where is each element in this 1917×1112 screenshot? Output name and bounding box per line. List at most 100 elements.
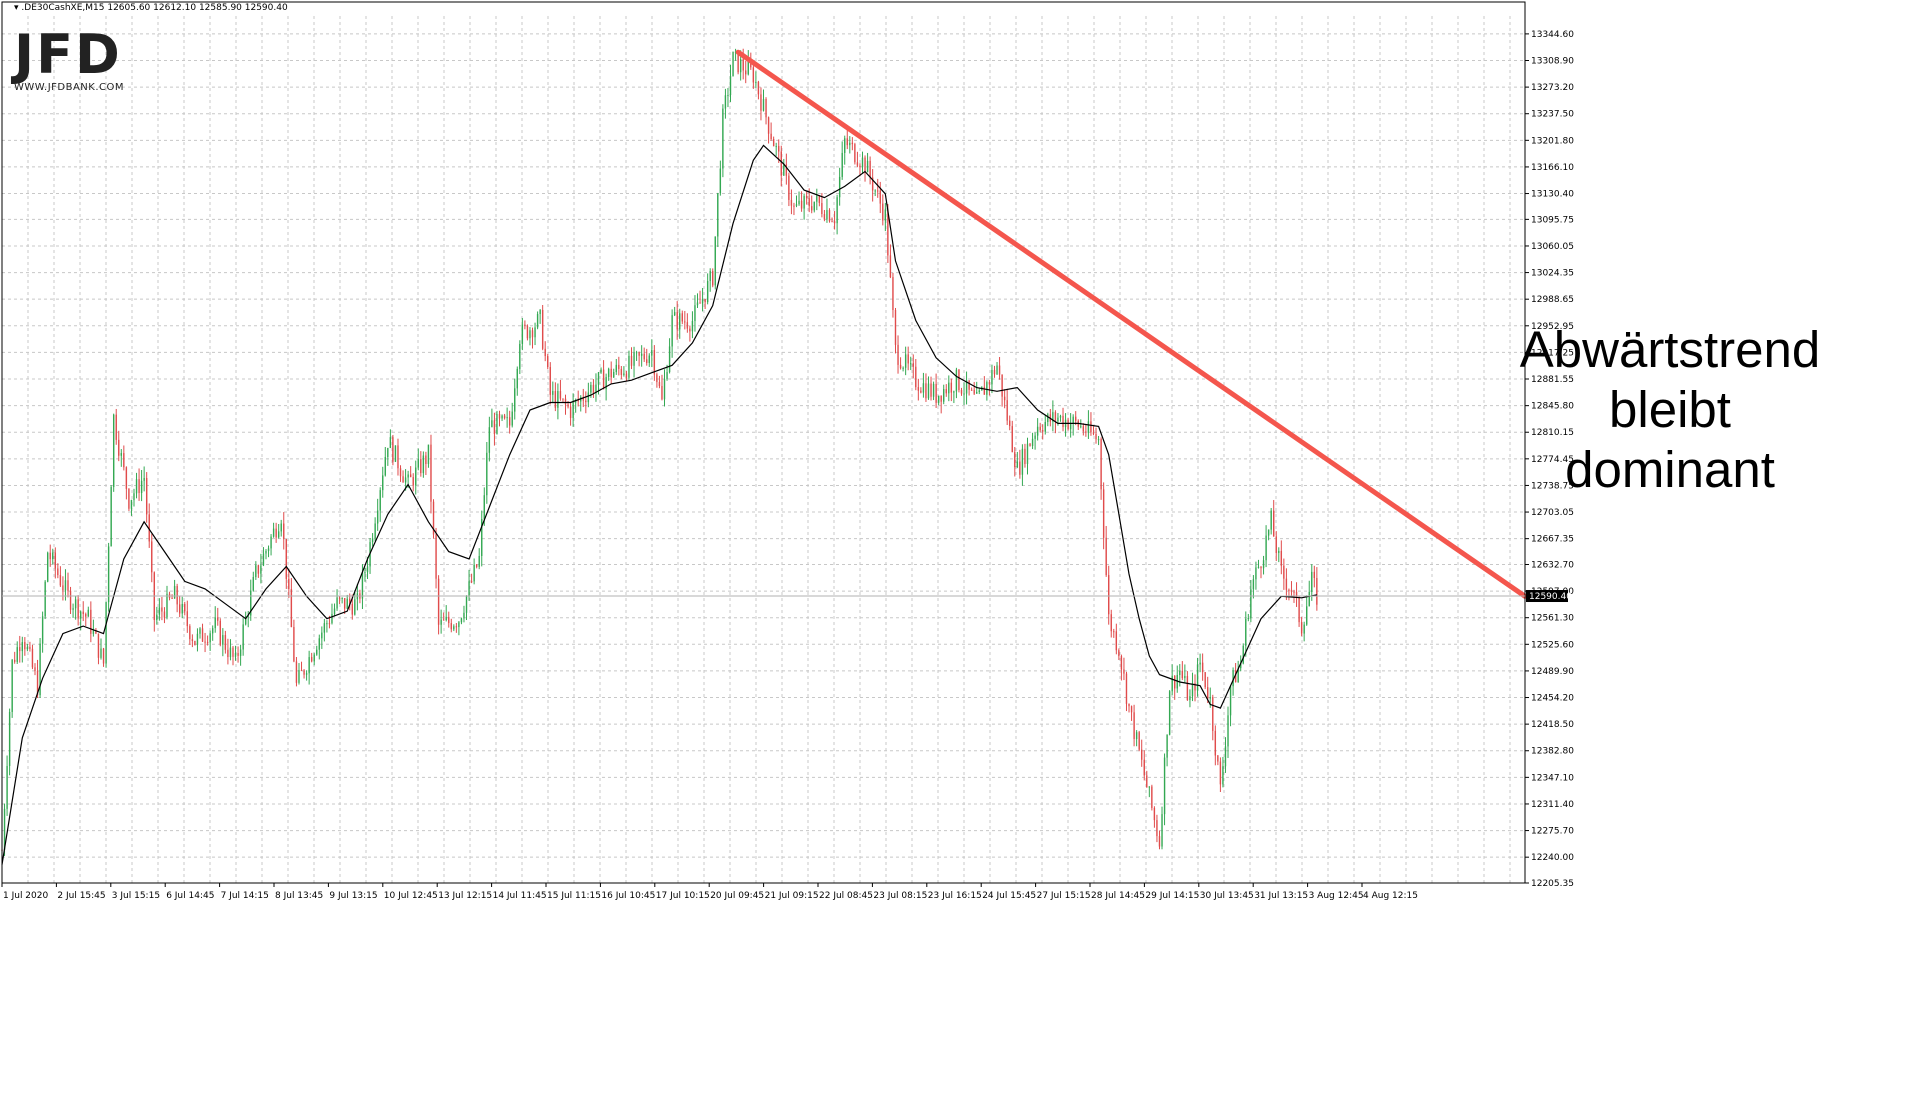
candle-body (704, 299, 706, 303)
candle-body (1102, 489, 1105, 538)
candle-body (920, 390, 922, 393)
candle-body (420, 459, 422, 474)
candle-body (656, 374, 658, 383)
candle-body (521, 324, 524, 344)
candle-body (638, 352, 640, 356)
candle-body (767, 117, 770, 134)
candle-body (6, 765, 8, 809)
candle-body (156, 614, 158, 621)
candle-body (402, 476, 404, 483)
candle-body (882, 203, 884, 221)
candle-body (39, 643, 41, 696)
candle-body (133, 493, 135, 501)
candle-body (998, 365, 1001, 375)
candle-body (793, 205, 795, 207)
candle-body (82, 611, 84, 615)
candle-body (1219, 761, 1222, 785)
candle-body (889, 255, 892, 278)
candles (1, 48, 1318, 856)
x-tick-label: 2 Jul 15:45 (57, 891, 105, 901)
candle-body (252, 576, 254, 591)
current-price-label: 12590.40 (1529, 592, 1572, 602)
candle-body (361, 572, 364, 599)
candle-body (52, 552, 54, 560)
x-tick-label: 21 Jul 09:15 (765, 891, 819, 901)
candle-body (143, 477, 145, 481)
y-tick-label: 12347.10 (1531, 773, 1574, 783)
plot-frame (1, 1, 1526, 884)
candle-body (696, 302, 699, 306)
candle-body (564, 398, 567, 405)
candle-body (478, 555, 480, 567)
candle-body (333, 608, 336, 614)
candle-body (463, 612, 465, 619)
x-tick-label: 24 Jul 15:45 (982, 891, 1036, 901)
candle-body (965, 380, 968, 394)
candle-body (24, 642, 26, 650)
candle-body (1130, 706, 1133, 713)
candle-body (171, 597, 173, 599)
candle-body (107, 546, 110, 603)
x-tick-label: 23 Jul 16:15 (928, 891, 982, 901)
candle-body (734, 51, 737, 53)
candle-body (1029, 443, 1031, 446)
candle-body (679, 313, 681, 330)
x-tick-label: 3 Aug 12:45 (1309, 891, 1364, 901)
candle-body (382, 475, 384, 491)
candle-body (455, 626, 458, 628)
candle-body (811, 206, 813, 211)
y-tick-label: 12454.20 (1531, 694, 1574, 704)
candle-body (1255, 567, 1257, 580)
candle-body (879, 190, 881, 204)
candle-body (689, 328, 691, 332)
candle-body (105, 602, 107, 664)
candle-body (1298, 597, 1300, 623)
candle-body (1128, 703, 1130, 707)
candle-body (755, 81, 757, 83)
candle-body (595, 384, 597, 394)
candle-body (993, 369, 996, 375)
candle-body (752, 67, 755, 83)
dropdown-icon[interactable]: ▾ (14, 3, 19, 13)
candle-body (387, 447, 389, 458)
candle-body (958, 369, 960, 390)
candle-body (856, 162, 859, 166)
logo-mark: JFD (14, 23, 122, 86)
candle-body (1009, 420, 1011, 427)
candle-body (511, 411, 513, 426)
candle-body (493, 420, 496, 434)
candle-body (795, 204, 798, 206)
candle-body (1006, 400, 1008, 421)
candle-body (1227, 715, 1229, 747)
candle-body (841, 152, 843, 177)
candle-body (95, 629, 97, 634)
candle-body (717, 193, 719, 237)
candle-body (701, 299, 704, 304)
x-tick-label: 28 Jul 14:45 (1091, 891, 1145, 901)
candle-body (1240, 663, 1242, 669)
candle-body (618, 364, 620, 369)
candle-body (1209, 697, 1211, 699)
y-tick-label: 12667.35 (1531, 535, 1574, 545)
y-tick-label: 13308.90 (1531, 56, 1574, 66)
candle-body (392, 437, 394, 462)
candle-body (547, 356, 549, 368)
candle-body (394, 445, 397, 462)
candle-body (605, 377, 607, 390)
candle-body (341, 598, 343, 600)
candle-body (569, 406, 572, 419)
candle-body (828, 210, 831, 222)
candle-body (1100, 439, 1102, 490)
candle-body (1039, 426, 1041, 431)
candle-body (371, 538, 374, 543)
candle-body (945, 389, 947, 394)
y-tick-label: 13237.50 (1531, 110, 1574, 120)
candle-body (932, 383, 935, 397)
annotation-line-3: dominant (1565, 441, 1775, 498)
candle-body (267, 548, 270, 551)
candle-body (1011, 426, 1013, 453)
candle-body (458, 622, 460, 628)
candle-body (498, 414, 501, 419)
candle-body (1313, 571, 1316, 579)
y-tick-label: 13166.10 (1531, 163, 1574, 173)
